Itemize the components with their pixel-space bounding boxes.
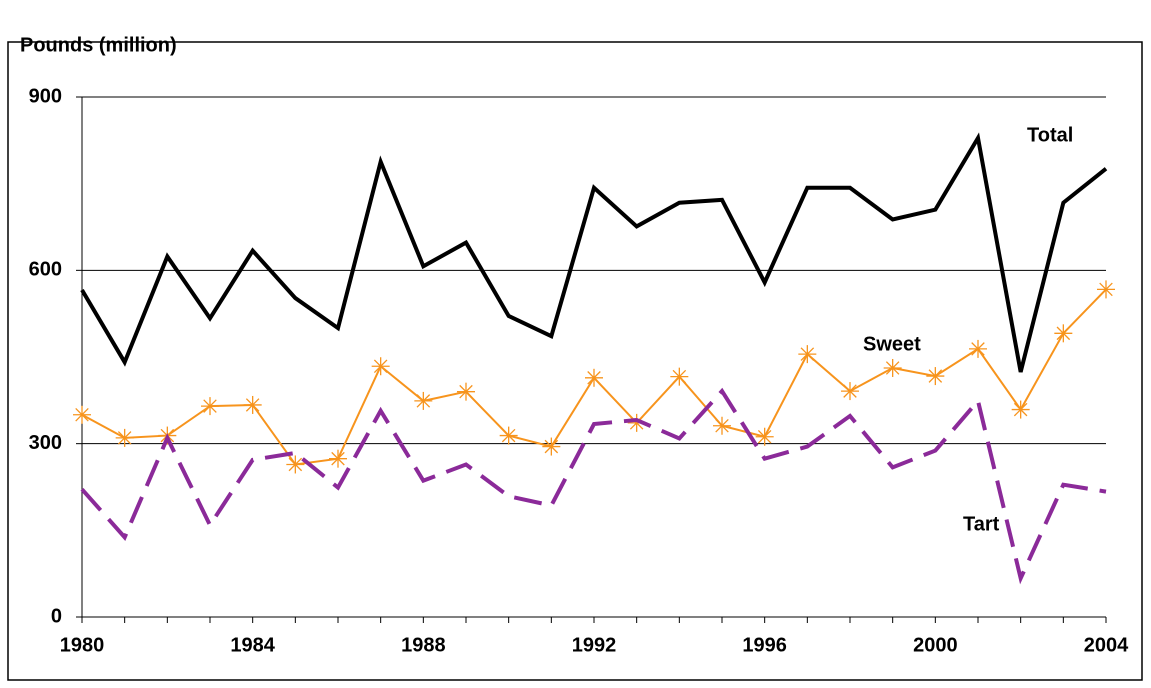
marker-stroke (1099, 282, 1113, 297)
point-marker (329, 449, 347, 468)
series-label: Sweet (863, 333, 921, 355)
marker-stroke (416, 394, 431, 408)
chart-frame (7, 41, 1143, 681)
marker-stroke (331, 451, 345, 466)
point-marker (73, 405, 91, 424)
point-marker (713, 416, 731, 435)
x-tick-label: 1988 (401, 634, 446, 656)
marker-stroke (501, 428, 516, 443)
point-marker (457, 382, 475, 401)
y-tick-label: 600 (29, 259, 62, 281)
point-marker (969, 339, 987, 358)
point-marker (1011, 400, 1030, 419)
point-marker (755, 427, 774, 446)
marker-stroke (288, 457, 303, 472)
point-marker (201, 397, 219, 416)
point-marker (1097, 280, 1115, 299)
point-marker (798, 345, 817, 364)
point-marker (115, 428, 134, 447)
y-tick-label: 0 (51, 605, 62, 627)
marker-stroke (843, 384, 857, 398)
marker-stroke (459, 384, 473, 399)
point-marker (926, 367, 945, 386)
point-marker (883, 358, 902, 377)
marker-stroke (203, 399, 217, 413)
marker-stroke (629, 416, 644, 430)
y-axis-label: Pounds (million) (20, 34, 177, 56)
point-marker (542, 437, 561, 456)
x-tick-label: 1992 (572, 634, 617, 656)
marker-stroke (587, 371, 601, 385)
point-marker (841, 382, 859, 401)
marker-stroke (117, 431, 132, 445)
point-marker (585, 368, 603, 387)
marker-stroke (245, 398, 260, 412)
marker-stroke (1013, 402, 1028, 417)
point-marker (499, 426, 518, 445)
marker-stroke (885, 361, 900, 375)
marker-stroke (373, 359, 388, 374)
y-tick-label: 900 (29, 85, 62, 107)
y-tick-label: 300 (29, 432, 62, 454)
marker-stroke (715, 418, 729, 433)
x-tick-label: 2004 (1084, 634, 1129, 656)
point-marker (670, 367, 689, 386)
point-marker (371, 357, 390, 376)
series-label: Tart (963, 513, 1000, 535)
series-label: Total (1027, 124, 1073, 146)
x-tick-label: 1980 (60, 634, 105, 656)
marker-stroke (672, 369, 687, 384)
marker-stroke (971, 342, 985, 356)
x-tick-label: 1996 (742, 634, 787, 656)
marker-stroke (800, 347, 815, 361)
marker-stroke (928, 369, 943, 383)
marker-stroke (544, 439, 559, 454)
marker-stroke (75, 408, 89, 422)
point-marker (243, 395, 262, 414)
x-tick-label: 2000 (913, 634, 958, 656)
series-line (80, 387, 1107, 585)
point-marker (414, 391, 433, 410)
point-marker (1054, 324, 1073, 343)
series-line (80, 132, 1108, 373)
point-marker (286, 455, 305, 474)
marker-stroke (1056, 326, 1071, 341)
marker-stroke (757, 429, 772, 444)
x-tick-label: 1984 (230, 634, 275, 656)
